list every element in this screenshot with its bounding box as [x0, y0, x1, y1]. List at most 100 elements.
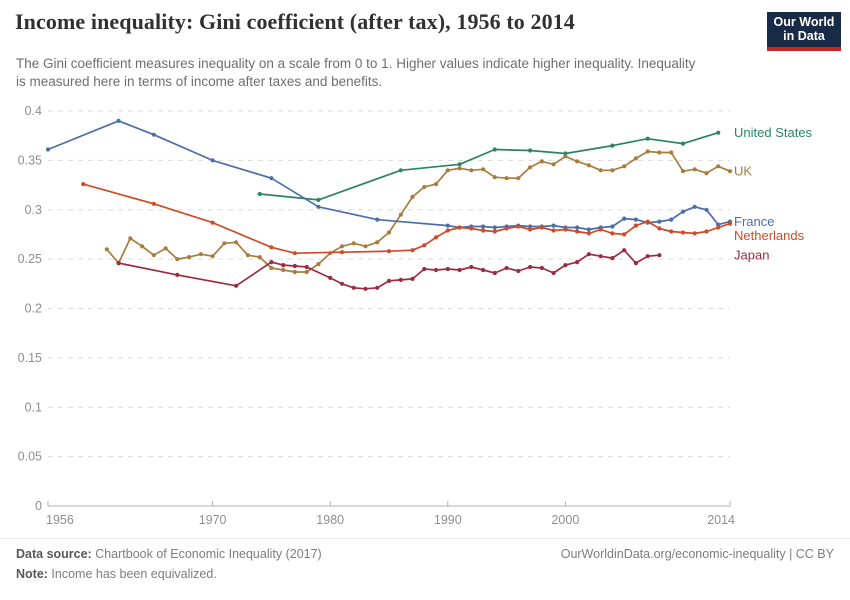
data-point-france-1970[interactable] — [210, 158, 215, 163]
data-point-uk-1997[interactable] — [528, 165, 533, 170]
series-label-france[interactable]: France — [734, 214, 774, 229]
data-point-japan-2001[interactable] — [575, 260, 580, 265]
data-point-netherlands-1991[interactable] — [457, 225, 462, 230]
data-point-uk-1981[interactable] — [339, 244, 345, 249]
data-point-united-states-1991[interactable] — [457, 162, 462, 167]
data-point-united-states-2004[interactable] — [610, 143, 615, 148]
data-point-japan-2006[interactable] — [633, 261, 639, 266]
series-label-netherlands[interactable]: Netherlands — [734, 228, 805, 243]
data-point-uk-1982[interactable] — [351, 241, 356, 246]
data-point-netherlands-1965[interactable] — [151, 201, 156, 206]
data-point-uk-2002[interactable] — [586, 163, 592, 168]
data-point-france-2009[interactable] — [669, 217, 674, 222]
data-point-netherlands-1987[interactable] — [410, 248, 415, 253]
data-point-netherlands-2011[interactable] — [692, 231, 697, 236]
data-point-uk-1990[interactable] — [445, 168, 450, 173]
data-point-uk-1986[interactable] — [398, 212, 403, 217]
data-point-uk-2012[interactable] — [704, 171, 709, 176]
series-line-united-states[interactable] — [258, 131, 720, 201]
data-point-netherlands-1981[interactable] — [339, 250, 345, 255]
data-point-japan-2008[interactable] — [657, 253, 662, 258]
data-point-japan-1999[interactable] — [551, 270, 556, 276]
data-point-uk-1984[interactable] — [375, 240, 380, 245]
data-point-japan-1987[interactable] — [410, 276, 415, 281]
data-point-netherlands-1990[interactable] — [445, 228, 450, 233]
data-point-uk-2010[interactable] — [680, 169, 686, 174]
data-point-uk-2004[interactable] — [610, 168, 615, 173]
data-point-japan-1976[interactable] — [281, 263, 286, 268]
data-point-netherlands-1977[interactable] — [292, 251, 297, 256]
data-point-japan-1998[interactable] — [539, 265, 545, 271]
data-point-japan-1986[interactable] — [398, 277, 403, 282]
data-point-japan-2002[interactable] — [586, 252, 592, 257]
data-point-france-1990[interactable] — [445, 223, 450, 228]
data-point-uk-1973[interactable] — [245, 253, 250, 258]
data-point-france-2001[interactable] — [575, 225, 580, 230]
series-label-uk[interactable]: UK — [734, 164, 752, 179]
data-point-france-2010[interactable] — [680, 209, 686, 214]
data-point-netherlands-2002[interactable] — [586, 231, 592, 236]
data-point-uk-2001[interactable] — [575, 159, 580, 164]
data-point-japan-1988[interactable] — [422, 266, 427, 272]
data-point-uk-1985[interactable] — [386, 230, 392, 235]
data-point-uk-2003[interactable] — [598, 168, 603, 173]
data-point-netherlands-2007[interactable] — [645, 219, 650, 224]
data-point-uk-1988[interactable] — [422, 184, 427, 190]
data-point-uk-2007[interactable] — [645, 149, 650, 154]
data-point-netherlands-1959[interactable] — [81, 182, 86, 187]
data-point-japan-1984[interactable] — [375, 285, 380, 290]
data-point-uk-1989[interactable] — [433, 182, 439, 187]
data-point-france-1956[interactable] — [45, 147, 51, 152]
data-point-japan-1978[interactable] — [304, 264, 309, 270]
data-point-japan-2005[interactable] — [622, 248, 627, 253]
data-point-united-states-2010[interactable] — [680, 141, 686, 146]
data-point-japan-1995[interactable] — [504, 265, 509, 271]
data-point-united-states-2007[interactable] — [645, 136, 650, 141]
data-point-japan-2004[interactable] — [610, 256, 615, 261]
series-line-japan[interactable] — [117, 249, 661, 290]
data-point-netherlands-1999[interactable] — [551, 228, 556, 233]
data-point-france-2006[interactable] — [633, 217, 639, 222]
data-point-uk-2011[interactable] — [692, 167, 697, 172]
data-point-united-states-2013[interactable] — [716, 130, 721, 135]
data-point-uk-1964[interactable] — [140, 244, 145, 249]
data-point-netherlands-2000[interactable] — [563, 227, 568, 232]
data-point-france-2004[interactable] — [610, 224, 615, 229]
data-point-japan-1975[interactable] — [269, 260, 274, 265]
data-point-united-states-1994[interactable] — [492, 147, 497, 152]
data-point-uk-1995[interactable] — [504, 176, 509, 181]
data-point-netherlands-1985[interactable] — [386, 249, 392, 254]
data-point-france-1993[interactable] — [481, 224, 486, 229]
data-point-uk-1978[interactable] — [304, 269, 309, 275]
data-point-uk-2008[interactable] — [657, 150, 662, 155]
data-point-uk-1987[interactable] — [410, 194, 415, 199]
data-point-japan-1981[interactable] — [339, 281, 345, 286]
data-point-uk-2014[interactable] — [727, 169, 733, 174]
data-point-netherlands-2005[interactable] — [622, 232, 627, 237]
data-point-japan-1962[interactable] — [116, 261, 121, 266]
data-point-japan-1982[interactable] — [351, 285, 356, 290]
data-point-netherlands-2014[interactable] — [727, 221, 733, 226]
data-point-japan-1993[interactable] — [481, 267, 486, 273]
data-point-france-2002[interactable] — [586, 227, 592, 232]
data-point-netherlands-2009[interactable] — [669, 229, 674, 234]
data-point-uk-1963[interactable] — [128, 236, 133, 241]
footer-citation-link[interactable]: OurWorldinData.org/economic-inequality |… — [560, 547, 834, 561]
data-point-uk-2005[interactable] — [622, 164, 627, 169]
data-point-uk-1971[interactable] — [222, 241, 227, 246]
data-point-netherlands-2008[interactable] — [657, 226, 662, 231]
series-label-japan[interactable]: Japan — [734, 248, 769, 263]
data-point-united-states-1997[interactable] — [528, 148, 533, 153]
data-point-uk-1967[interactable] — [175, 257, 180, 262]
data-point-france-1984[interactable] — [375, 217, 380, 222]
series-label-united-states[interactable]: United States — [734, 125, 813, 140]
data-point-uk-2006[interactable] — [633, 156, 639, 161]
data-point-uk-1961[interactable] — [104, 247, 109, 252]
data-point-uk-1994[interactable] — [492, 175, 497, 180]
data-point-uk-1969[interactable] — [198, 252, 203, 257]
owid-logo[interactable]: Our World in Data — [767, 12, 841, 51]
data-point-japan-1997[interactable] — [528, 264, 533, 270]
data-point-france-1962[interactable] — [116, 118, 121, 123]
data-point-netherlands-1996[interactable] — [516, 224, 521, 229]
